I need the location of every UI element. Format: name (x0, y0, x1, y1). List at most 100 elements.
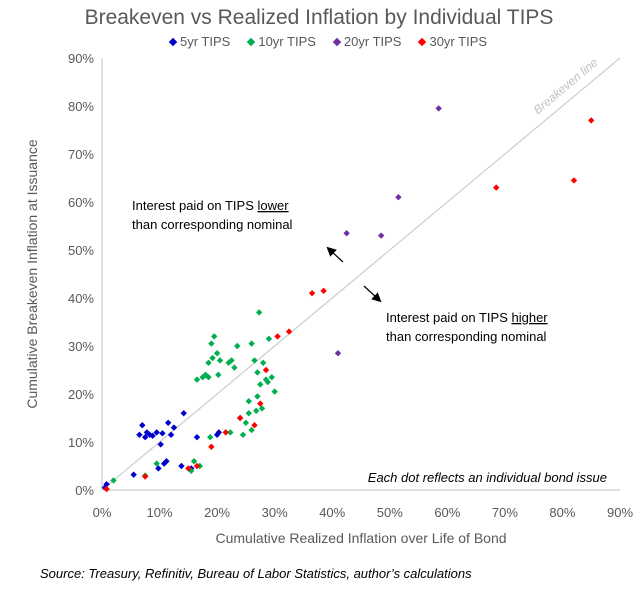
y-tick-label: 80% (68, 99, 94, 114)
data-point (493, 184, 500, 191)
data-point (193, 376, 201, 383)
y-tick-label: 60% (68, 195, 94, 210)
data-point (253, 407, 260, 414)
bond-issue-note: Each dot reflects an individual bond iss… (368, 470, 607, 485)
legend-item-30yr: 30yr TIPS (418, 34, 488, 49)
series-5yr-tips (101, 410, 223, 491)
data-point (377, 232, 385, 239)
legend-label-30yr: 30yr TIPS (429, 34, 488, 49)
data-point (228, 357, 235, 364)
data-point (435, 105, 442, 112)
data-point (185, 465, 192, 472)
data-point (215, 429, 223, 436)
series-10yr-tips (110, 309, 278, 484)
data-point (157, 441, 164, 448)
data-point (254, 369, 261, 376)
data-point (103, 485, 110, 493)
data-point (245, 410, 252, 417)
data-point (274, 333, 281, 340)
data-point (180, 410, 187, 417)
legend-item-10yr: 10yr TIPS (247, 34, 316, 49)
data-point (234, 342, 241, 350)
data-point (103, 481, 110, 488)
data-point (209, 354, 216, 362)
legend-label-10yr: 10yr TIPS (258, 34, 316, 49)
scatter-plot: Breakeven line 0% 10% 20% 30% 40% 50% 60% 70% 80… (24, 51, 634, 546)
breakeven-reference-line (101, 57, 621, 491)
lower-annotation-emph: higher (512, 310, 549, 325)
data-point (159, 430, 166, 437)
x-tick-label: 50% (377, 505, 403, 520)
upper-annotation-pre: Interest paid on TIPS (132, 198, 258, 213)
x-tick-label: 0% (93, 505, 112, 520)
data-points (101, 105, 595, 493)
x-tick-label: 30% (262, 505, 288, 520)
data-point (163, 458, 170, 465)
upper-annotation-line1: Interest paid on TIPS lower (132, 198, 289, 213)
data-point (257, 400, 264, 407)
data-point (227, 429, 234, 436)
data-point (248, 426, 255, 434)
x-tick-label: 80% (549, 505, 575, 520)
x-tick-label: 40% (319, 505, 345, 520)
data-point (236, 414, 244, 422)
data-point (211, 333, 218, 340)
data-point (208, 340, 215, 347)
lower-annotation-line1: Interest paid on TIPS higher (386, 310, 548, 325)
data-point (110, 477, 117, 484)
y-tick-label: 0% (75, 483, 94, 498)
data-point (193, 434, 201, 441)
data-point (136, 431, 143, 438)
data-point (248, 340, 255, 347)
data-point (216, 357, 224, 364)
data-point (222, 429, 229, 436)
arrow-down-right (363, 285, 382, 303)
data-point (254, 393, 261, 400)
data-point (170, 424, 178, 431)
x-axis-label: Cumulative Realized Inflation over Life … (215, 530, 506, 546)
data-point (231, 364, 238, 371)
data-point (255, 309, 263, 316)
data-point (570, 177, 578, 184)
data-point (167, 431, 175, 438)
data-point (343, 230, 350, 237)
data-point (251, 357, 258, 364)
data-point (130, 471, 137, 478)
lower-annotation-pre: Interest paid on TIPS (386, 310, 512, 325)
data-point (239, 431, 247, 438)
data-point (251, 422, 258, 429)
y-tick-label: 70% (68, 147, 94, 162)
data-point (264, 378, 271, 386)
source-note: Source: Treasury, Refinitiv, Bureau of L… (40, 566, 472, 581)
y-tick-label: 90% (68, 51, 94, 66)
legend-item-20yr: 20yr TIPS (332, 34, 401, 49)
axes-layer (101, 58, 620, 491)
data-point (265, 335, 273, 342)
data-point (271, 388, 278, 395)
data-point (257, 381, 264, 388)
upper-annotation-line2: than corresponding nominal (132, 217, 293, 232)
y-tick-label: 20% (68, 387, 94, 402)
chart-legend: 5yr TIPS 10yr TIPS 20yr TIPS 30yr TIPS (168, 34, 488, 49)
legend-item-5yr: 5yr TIPS (168, 34, 230, 49)
y-tick-label: 30% (68, 339, 94, 354)
lower-annotation: Interest paid on TIPS higher than corres… (386, 310, 548, 344)
y-tick-label: 40% (68, 291, 94, 306)
data-point (193, 462, 201, 470)
data-point (141, 434, 149, 441)
x-tick-labels: 0% 10% 20% 30% 40% 50% 60% 70% 80% 90% (93, 505, 634, 520)
lower-annotation-line2: than corresponding nominal (386, 329, 547, 344)
data-point (320, 287, 327, 294)
breakeven-line-label: Breakeven line (531, 55, 601, 117)
data-point (164, 419, 172, 426)
data-point (155, 465, 162, 472)
data-point (190, 458, 198, 465)
data-point (395, 194, 402, 201)
data-point (245, 398, 252, 405)
series-30yr-tips (103, 117, 595, 493)
data-point (308, 290, 316, 297)
data-point (268, 374, 275, 381)
data-point (149, 432, 156, 439)
data-point (153, 460, 160, 467)
data-point (259, 359, 267, 366)
